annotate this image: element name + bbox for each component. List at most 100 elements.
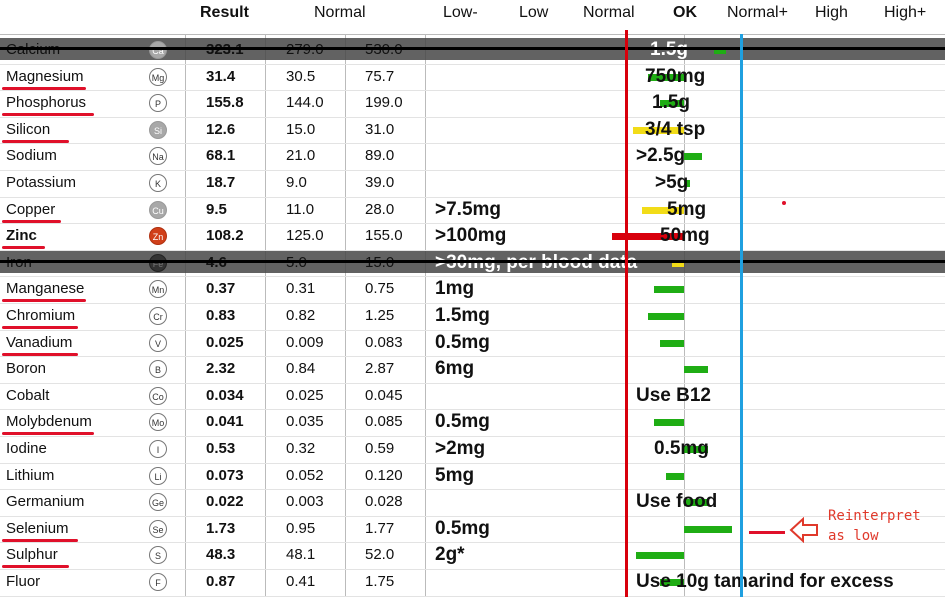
normal-low-value: 11.0 <box>286 200 315 218</box>
mineral-name-silicon: Silicon <box>6 120 51 138</box>
mineral-name-fluor: Fluor <box>6 573 41 590</box>
normal-low-value: 0.052 <box>286 466 324 484</box>
deviation-bar <box>660 579 684 586</box>
result-value: 0.87 <box>206 573 236 590</box>
dose-annotation: >5g <box>655 172 689 193</box>
red-dot <box>782 201 786 205</box>
result-value: 0.53 <box>206 440 236 457</box>
element-symbol-badge: Ge <box>149 493 167 512</box>
column-divider <box>185 34 186 597</box>
row-divider <box>0 356 945 358</box>
deviation-bar <box>684 153 702 161</box>
element-symbol-badge: Na <box>149 147 167 166</box>
dose-annotation: 1.5mg <box>435 305 490 326</box>
normal-high-value: 0.59 <box>365 440 395 457</box>
element-symbol-badge: I <box>149 440 167 458</box>
callout-text-line1: Reinterpret <box>828 508 921 524</box>
deviation-bar <box>612 233 684 241</box>
dose-annotation-secondary: 5mg <box>667 198 707 220</box>
callout-text-line2: as low <box>828 528 879 544</box>
normal-low-value: 279.0 <box>286 41 324 59</box>
row-divider <box>0 116 945 118</box>
dose-annotation: Use 10g tamarind for excess <box>636 571 894 592</box>
deviation-bar <box>666 472 684 480</box>
red-underline <box>2 219 62 223</box>
row-divider <box>0 489 945 491</box>
element-symbol-badge: S <box>149 546 167 565</box>
row-divider <box>0 436 945 437</box>
normal-high-value: 0.028 <box>365 493 403 511</box>
dose-annotation: >2mg <box>435 438 486 459</box>
element-symbol-badge: Mo <box>149 413 167 432</box>
deviation-bar <box>642 206 684 214</box>
deviation-bar <box>654 286 684 294</box>
result-value: 12.6 <box>206 120 236 138</box>
normal-high-value: 2.87 <box>365 360 395 378</box>
result-value: 0.073 <box>206 466 244 484</box>
deviation-bar <box>660 339 684 347</box>
callout-dash <box>749 531 785 534</box>
dose-annotation: >2.5g <box>636 145 686 167</box>
column-divider <box>345 34 346 597</box>
scale-label-normal: Normal <box>583 4 635 21</box>
result-value: 48.3 <box>206 546 236 564</box>
scale-label-ok: OK <box>673 4 697 21</box>
deviation-bar <box>636 552 684 560</box>
result-value: 0.37 <box>206 280 236 298</box>
row-divider <box>0 143 945 145</box>
dose-annotation: 6mg <box>435 358 475 380</box>
dose-annotation: >100mg <box>435 225 507 247</box>
normal-high-value: 0.120 <box>365 466 403 484</box>
red-underline <box>2 432 94 436</box>
normal-low-value: 0.009 <box>286 333 324 351</box>
normal-low-value: 21.0 <box>286 147 316 165</box>
red-underline <box>2 565 70 569</box>
mineral-name-phosphorus: Phosphorus <box>6 94 87 112</box>
element-symbol-badge: P <box>149 94 167 113</box>
row-divider <box>0 303 945 304</box>
result-value: 108.2 <box>206 227 244 245</box>
result-value: 4.6 <box>206 254 227 272</box>
row-divider <box>0 249 945 251</box>
dose-annotation: Use B12 <box>636 384 711 406</box>
dose-annotation: 2g* <box>435 544 465 566</box>
scale-label-low-minus: Low- <box>443 4 478 21</box>
mineral-name-potassium: Potassium <box>6 174 77 191</box>
normal-low-value: 0.31 <box>286 280 316 298</box>
red-underline <box>2 352 78 356</box>
deviation-bar <box>654 419 684 427</box>
normal-low-value: 0.41 <box>286 573 316 590</box>
normal-high-value: 52.0 <box>365 546 395 564</box>
deviation-bar <box>684 180 690 187</box>
normal-high-value: 89.0 <box>365 147 395 165</box>
result-value: 0.041 <box>206 413 244 431</box>
strike-through-line <box>0 47 945 50</box>
red-underline <box>2 538 78 542</box>
dose-annotation-secondary: 50mg <box>660 225 710 247</box>
result-value: 0.022 <box>206 493 244 511</box>
normal-low-value: 0.82 <box>286 307 316 324</box>
mineral-name-sodium: Sodium <box>6 147 57 165</box>
result-value: 155.8 <box>206 94 244 112</box>
row-divider <box>0 170 945 171</box>
result-value: 18.7 <box>206 174 236 191</box>
ok-axis-line <box>684 34 685 597</box>
deviation-bar <box>633 126 684 134</box>
red-underline <box>2 246 45 250</box>
normal-low-value: 0.025 <box>286 386 324 404</box>
dose-annotation: >7.5mg <box>435 198 502 220</box>
blue-threshold-line <box>740 34 743 597</box>
row-divider <box>0 542 945 544</box>
normal-low-value: 30.5 <box>286 67 316 85</box>
element-symbol-badge: Co <box>149 386 167 405</box>
normal-low-value: 0.95 <box>286 519 316 537</box>
deviation-bar <box>684 499 708 507</box>
row-divider <box>0 196 945 198</box>
normal-low-value: 0.84 <box>286 360 316 378</box>
result-value: 0.025 <box>206 333 244 351</box>
element-symbol-badge: K <box>149 174 167 192</box>
normal-low-value: 0.003 <box>286 493 324 511</box>
normal-low-value: 144.0 <box>286 94 324 112</box>
row-divider <box>0 409 945 411</box>
red-underline <box>2 299 86 303</box>
